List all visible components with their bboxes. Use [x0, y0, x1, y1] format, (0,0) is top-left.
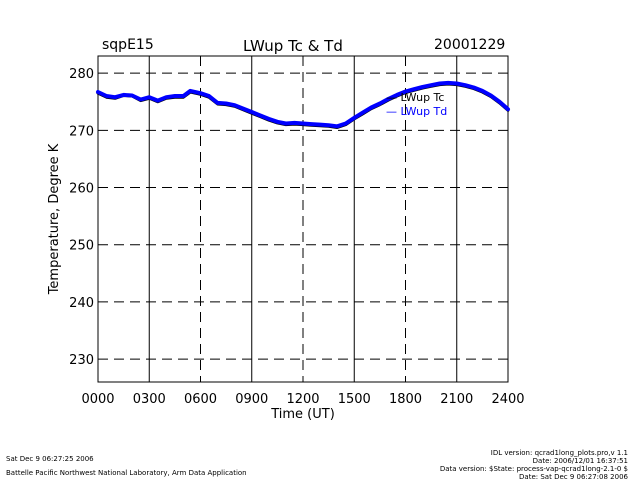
- legend-label-tc: LWup Tc: [400, 91, 445, 104]
- x-tick-label-0000: 0000: [81, 392, 114, 407]
- x-tick-label-0600: 0600: [184, 392, 217, 407]
- legend-swatch-tc: —: [386, 91, 397, 104]
- site-label: sqpE15: [102, 37, 154, 53]
- series-line-lwup-td: [96, 80, 510, 129]
- legend-entry-tc: — LWup Tc: [386, 91, 444, 104]
- y-tick-label-270: 270: [69, 124, 94, 139]
- y-tick-label-240: 240: [69, 296, 94, 311]
- y-tick-label-260: 260: [69, 182, 94, 197]
- y-tick-label-250: 250: [69, 239, 94, 254]
- footer-idl-version: IDL version: qcrad1long_plots.pro,v 1.1: [490, 449, 628, 457]
- y-tick-label-280: 280: [69, 67, 94, 82]
- y-tick-label-230: 230: [69, 353, 94, 368]
- chart-title: LWup Tc & Td: [243, 37, 343, 55]
- x-tick-label-1200: 1200: [286, 392, 319, 407]
- y-axis-label: Temperature, Degree K: [47, 143, 62, 295]
- x-tick-label-0900: 0900: [235, 392, 268, 407]
- footer-timestamp: Sat Dec 9 06:27:25 2006: [6, 455, 94, 463]
- x-tick-label-2100: 2100: [440, 392, 473, 407]
- x-tick-label-1500: 1500: [338, 392, 371, 407]
- legend-label-td: LWup Td: [400, 105, 448, 118]
- x-tick-label-0300: 0300: [133, 392, 166, 407]
- legend-entry-td: — LWup Td: [386, 105, 447, 118]
- legend-swatch-td: —: [386, 105, 397, 118]
- footer-data-version: Data version: $State: process-vap-qcrad1…: [439, 465, 628, 473]
- x-tick-label-2400: 2400: [491, 392, 524, 407]
- x-axis-label: Time (UT): [270, 407, 335, 422]
- footer-idl-date: Date: 2006/12/01 16:37:51: [532, 457, 628, 465]
- x-tick-label-1800: 1800: [389, 392, 422, 407]
- date-label: 20001229: [434, 37, 506, 53]
- footer-data-date: Date: Sat Dec 9 06:27:08 2006: [519, 473, 628, 481]
- footer-institution: Battelle Pacific Northwest National Labo…: [6, 469, 247, 477]
